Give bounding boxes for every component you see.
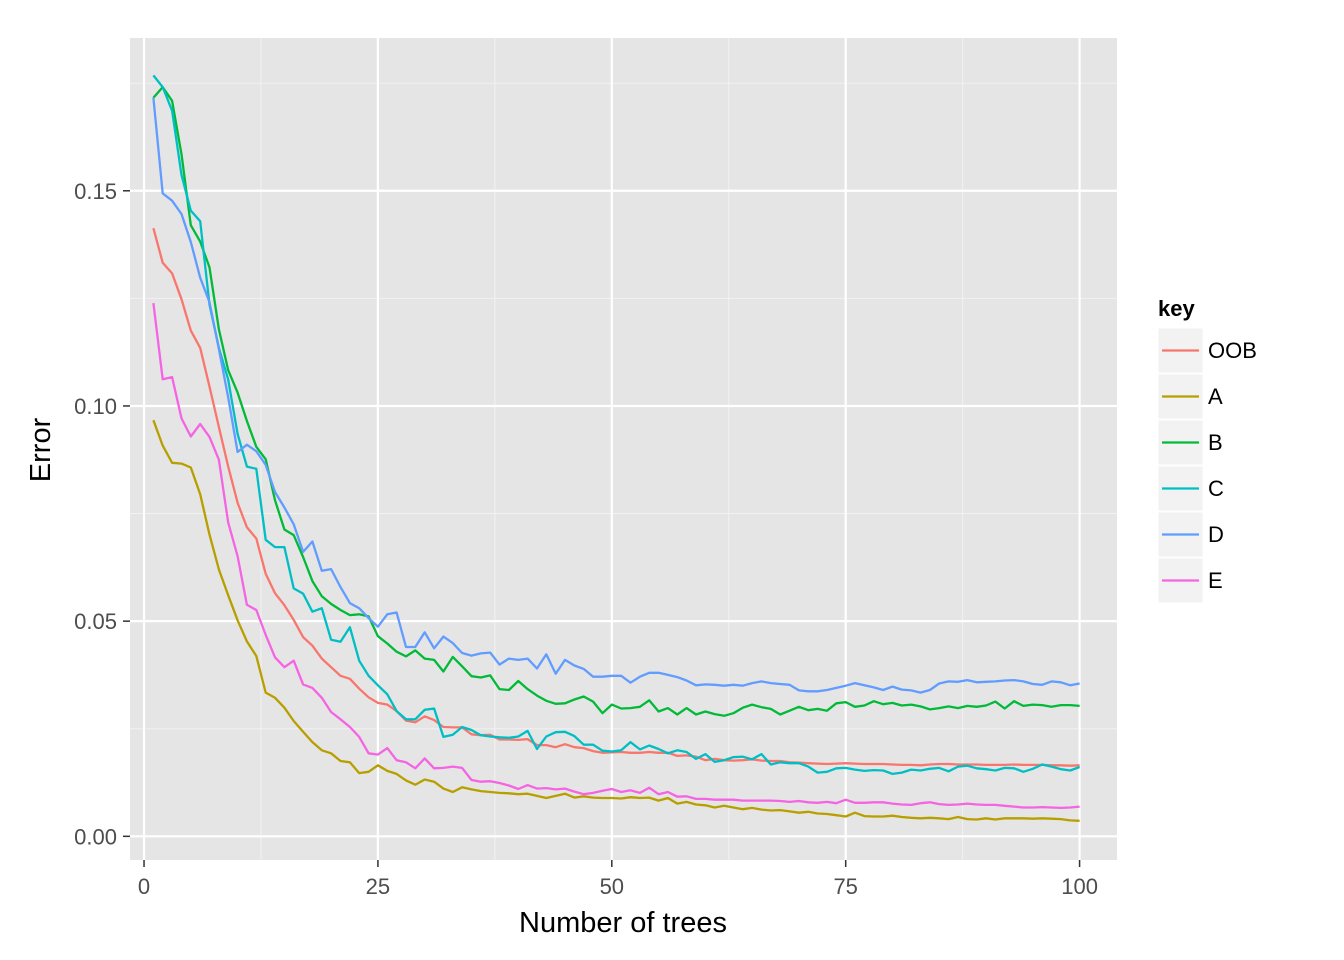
legend-label: A [1208, 384, 1223, 409]
x-tick-label: 50 [600, 874, 624, 899]
x-tick-label: 0 [138, 874, 150, 899]
series-line-oob [152, 227, 1080, 767]
legend-label: C [1208, 476, 1224, 501]
major-grid [130, 38, 1117, 860]
y-tick-label: 0.05 [74, 609, 117, 634]
x-axis-ticks: 0 25 50 75 100 [138, 860, 1098, 899]
legend-label: E [1208, 568, 1223, 593]
y-tick-label: 0.10 [74, 394, 117, 419]
legend-title: key [1158, 296, 1195, 321]
series-line-a [152, 419, 1080, 822]
series-line-e [152, 302, 1080, 810]
series-line-d [152, 97, 1080, 694]
x-tick-label: 75 [833, 874, 857, 899]
series-line-c [152, 74, 1081, 776]
x-tick-label: 25 [366, 874, 390, 899]
y-axis-title: Error [25, 417, 57, 482]
panel-background [130, 38, 1117, 860]
legend-label: D [1208, 522, 1224, 547]
y-tick-label: 0.15 [74, 179, 117, 204]
legend-label: OOB [1208, 338, 1257, 363]
x-axis-title: Number of trees [519, 907, 727, 939]
series-line-b [152, 85, 1080, 717]
y-axis-ticks: 0.00 0.05 0.10 0.15 [74, 179, 130, 849]
series-lines [152, 74, 1081, 822]
x-tick-label: 100 [1061, 874, 1098, 899]
legend-label: B [1208, 430, 1223, 455]
y-tick-label: 0.00 [74, 824, 117, 849]
minor-grid [130, 38, 1117, 860]
